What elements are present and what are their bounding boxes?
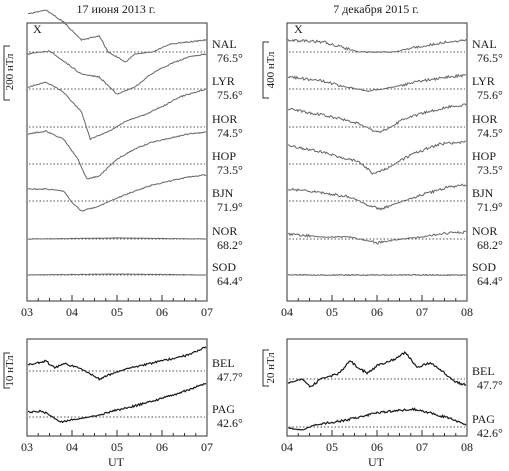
trace-nal: [287, 38, 467, 54]
panel-frame: [286, 22, 468, 302]
x-tick-label: 05: [111, 440, 123, 454]
scale-label-2013: 200 нТл: [4, 53, 16, 90]
station-lat-bjn: 71.9°: [217, 200, 243, 214]
trace-sod: [27, 273, 207, 276]
trace-hop: [287, 140, 467, 175]
trace-hop: [28, 129, 207, 180]
trace-bjn: [27, 174, 207, 212]
station-code-nal: NAL: [212, 37, 237, 51]
x-tick-label: 06: [371, 440, 383, 454]
title-2013: 17 июня 2013 г.: [77, 2, 156, 16]
trace-nal: [27, 9, 207, 63]
x-tick-label: 03: [21, 440, 33, 454]
panel-frame: [26, 338, 208, 437]
x-tick-label: 07: [416, 440, 428, 454]
station-code-pag: PAG: [472, 412, 495, 426]
station-lat-nor: 68.2°: [477, 238, 503, 252]
station-code-bjn: BJN: [472, 186, 494, 200]
x-tick-label: 04: [66, 440, 78, 454]
x-tick-label: 05: [111, 305, 123, 319]
station-lat-bel: 47.7°: [477, 378, 503, 392]
station-code-hor: HOR: [212, 112, 237, 126]
trace-pag: [288, 407, 467, 431]
station-lat-hop: 73.5°: [477, 163, 503, 177]
station-code-bel: BEL: [212, 356, 235, 370]
x-axis-label-2015: UT: [368, 455, 385, 469]
panel-frame: [286, 338, 468, 437]
x-tick-label: 07: [201, 440, 213, 454]
x-tick-label: 05: [326, 440, 338, 454]
scale-label-2015: 400 нТл: [265, 51, 277, 88]
x-tick-label: 07: [201, 305, 213, 319]
station-code-nor: NOR: [472, 224, 497, 238]
station-lat-sod: 64.4°: [217, 274, 243, 288]
station-code-hop: HOP: [472, 149, 496, 163]
x-tick-label: 08: [461, 440, 473, 454]
station-lat-nal: 76.5°: [217, 51, 243, 65]
x-tick-label: 04: [281, 305, 293, 319]
scale-label-bel-2013: 10 нТл: [4, 355, 16, 387]
component-label-2013: X: [33, 22, 42, 36]
x-tick-label: 04: [66, 305, 78, 319]
x-axis-label-2013: UT: [108, 455, 125, 469]
trace-lyr: [27, 50, 207, 95]
x-tick-label: 06: [371, 305, 383, 319]
x-tick-label: 05: [326, 305, 338, 319]
trace-pag: [27, 382, 207, 424]
trace-bjn: [287, 183, 467, 211]
panel-frame: [26, 22, 208, 302]
trace-nor: [27, 237, 207, 240]
scale-bar: [3, 352, 10, 389]
x-tick-label: 06: [156, 440, 168, 454]
station-lat-nal: 76.5°: [477, 51, 503, 65]
station-code-sod: SOD: [212, 260, 236, 274]
trace-bel: [27, 346, 207, 381]
station-lat-nor: 68.2°: [217, 238, 243, 252]
station-lat-lyr: 75.6°: [217, 88, 243, 102]
station-code-bel: BEL: [472, 364, 495, 378]
x-tick-label: 06: [156, 305, 168, 319]
station-code-nal: NAL: [472, 37, 497, 51]
x-tick-label: 07: [416, 305, 428, 319]
x-tick-label: 04: [281, 440, 293, 454]
station-lat-sod: 64.4°: [477, 274, 503, 288]
station-lat-hor: 74.5°: [477, 126, 503, 140]
station-lat-pag: 42.6°: [477, 426, 503, 440]
x-tick-label: 03: [21, 305, 33, 319]
station-code-nor: NOR: [212, 224, 237, 238]
station-lat-pag: 42.6°: [217, 416, 243, 430]
station-lat-bjn: 71.9°: [477, 200, 503, 214]
trace-sod: [287, 273, 467, 277]
scale-bar: [262, 349, 269, 387]
station-code-hop: HOP: [212, 149, 236, 163]
trace-lyr: [287, 73, 467, 93]
scale-bar: [3, 45, 10, 101]
station-code-lyr: LYR: [212, 74, 235, 88]
station-lat-bel: 47.7°: [217, 370, 243, 384]
trace-hor: [288, 103, 467, 134]
component-label-2015: X: [294, 22, 303, 36]
station-code-pag: PAG: [212, 402, 235, 416]
station-code-hor: HOR: [472, 112, 497, 126]
station-lat-hop: 73.5°: [217, 163, 243, 177]
scale-bar: [262, 41, 269, 99]
trace-nor: [287, 230, 467, 245]
trace-bel: [287, 350, 467, 388]
scale-label-bel-2015: 20 нТл: [265, 352, 277, 384]
station-code-lyr: LYR: [472, 74, 495, 88]
title-2015: 7 декабря 2015 г.: [333, 2, 419, 16]
station-lat-hor: 74.5°: [217, 126, 243, 140]
station-code-sod: SOD: [472, 260, 496, 274]
x-tick-label: 08: [461, 305, 473, 319]
station-lat-lyr: 75.6°: [477, 88, 503, 102]
station-code-bjn: BJN: [212, 186, 234, 200]
trace-hor: [27, 81, 207, 141]
